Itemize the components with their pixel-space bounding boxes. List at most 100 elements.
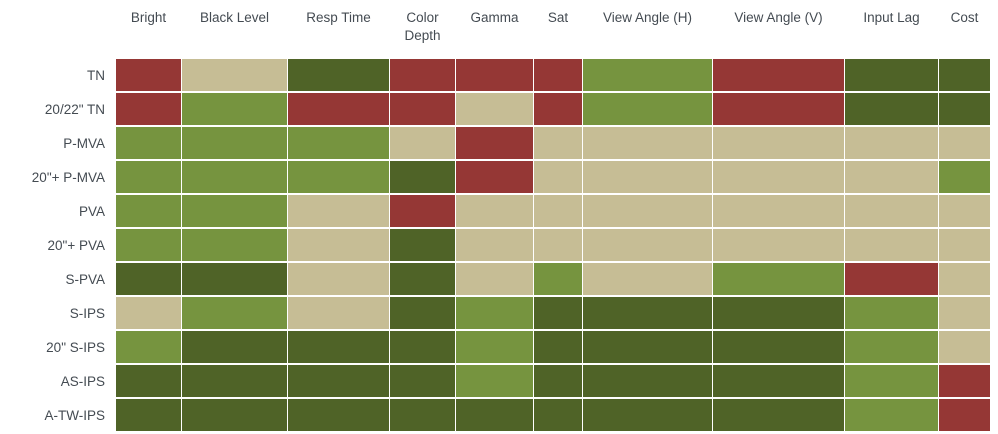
heatmap-cell (583, 127, 712, 159)
heatmap-cell (713, 365, 844, 397)
heatmap-cell (288, 127, 389, 159)
heatmap-cell (845, 229, 938, 261)
heatmap-cell (390, 127, 455, 159)
heatmap-cell (939, 297, 990, 329)
row-label: 20"+ PVA (47, 237, 105, 253)
column-header: Sat (547, 10, 569, 25)
heatmap-cell (116, 399, 181, 431)
heatmap-cell (845, 195, 938, 227)
heatmap-cell (713, 331, 844, 363)
heatmap-cell (456, 365, 533, 397)
heatmap-cell (116, 297, 181, 329)
heatmap-cell (939, 127, 990, 159)
heatmap-cell (182, 399, 287, 431)
heatmap-cell (390, 59, 455, 91)
column-header: Bright (130, 10, 167, 25)
heatmap-cell (116, 93, 181, 125)
heatmap-cell (288, 297, 389, 329)
heatmap-cell (390, 263, 455, 295)
heatmap-cell (390, 297, 455, 329)
heatmap-cell (583, 365, 712, 397)
heatmap-cell (939, 229, 990, 261)
heatmap-cell (583, 59, 712, 91)
column-header: Gamma (470, 10, 519, 25)
heatmap-cell (534, 263, 582, 295)
row-label: 20"+ P-MVA (31, 169, 105, 185)
heatmap-cell (583, 195, 712, 227)
heatmap-cell (390, 93, 455, 125)
heatmap-cell (845, 263, 938, 295)
heatmap-cell (116, 229, 181, 261)
heatmap-cell (845, 331, 938, 363)
column-header: Resp Time (306, 10, 371, 25)
heatmap-cell (390, 331, 455, 363)
heatmap-cell (713, 263, 844, 295)
row-label: S-PVA (65, 271, 105, 287)
heatmap-cell (939, 263, 990, 295)
heatmap-cell (288, 59, 389, 91)
heatmap-cell (939, 365, 990, 397)
heatmap-cell (939, 331, 990, 363)
heatmap-cell (583, 229, 712, 261)
heatmap-cell (116, 331, 181, 363)
heatmap-cell (116, 59, 181, 91)
heatmap-cell (182, 263, 287, 295)
heatmap-cell (116, 263, 181, 295)
heatmap-cell (288, 229, 389, 261)
heatmap-cell (534, 127, 582, 159)
heatmap-cell (939, 161, 990, 193)
heatmap-cell (288, 263, 389, 295)
heatmap-cell (583, 399, 712, 431)
column-header: Black Level (199, 10, 270, 25)
row-label: TN (87, 67, 105, 83)
corner-spacer (0, 0, 115, 57)
heatmap-cell (390, 399, 455, 431)
heatmap-cell (182, 161, 287, 193)
heatmap-cell (182, 93, 287, 125)
heatmap-cell (583, 331, 712, 363)
column-header: Cost (950, 10, 979, 25)
heatmap-cell (845, 297, 938, 329)
heatmap-cell (456, 229, 533, 261)
heatmap-cell (534, 161, 582, 193)
heatmap-cell (534, 331, 582, 363)
heatmap-cell (534, 399, 582, 431)
row-label: S-IPS (69, 305, 105, 321)
heatmap-cell (116, 161, 181, 193)
heatmap-cell (845, 93, 938, 125)
heatmap-cell (456, 93, 533, 125)
heatmap-cell (182, 229, 287, 261)
heatmap-cell (845, 161, 938, 193)
heatmap-cell (116, 127, 181, 159)
heatmap-cell (182, 127, 287, 159)
heatmap-cell (713, 93, 844, 125)
heatmap-cell (288, 365, 389, 397)
heatmap-cell (390, 365, 455, 397)
heatmap-cell (182, 195, 287, 227)
heatmap-cell (713, 127, 844, 159)
heatmap-cell (534, 229, 582, 261)
heatmap-cell (713, 229, 844, 261)
heatmap-cell (288, 93, 389, 125)
heatmap-cell (939, 399, 990, 431)
heatmap-cell (939, 195, 990, 227)
heatmap-cell (845, 127, 938, 159)
heatmap-cell (939, 59, 990, 91)
heatmap-cell (845, 59, 938, 91)
heatmap-cell (390, 229, 455, 261)
heatmap-cell (534, 297, 582, 329)
heatmap-cell (456, 399, 533, 431)
heatmap-cell (534, 195, 582, 227)
row-label: P-MVA (63, 135, 105, 151)
heatmap-cell (583, 297, 712, 329)
heatmap-cell (583, 161, 712, 193)
heatmap-cell (288, 399, 389, 431)
column-header: View Angle (V) (734, 10, 823, 25)
row-label: PVA (78, 203, 105, 219)
heatmap-cell (390, 161, 455, 193)
heatmap-cell (456, 127, 533, 159)
heatmap-cell (456, 161, 533, 193)
heatmap-cell (713, 161, 844, 193)
heatmap-cell (288, 161, 389, 193)
